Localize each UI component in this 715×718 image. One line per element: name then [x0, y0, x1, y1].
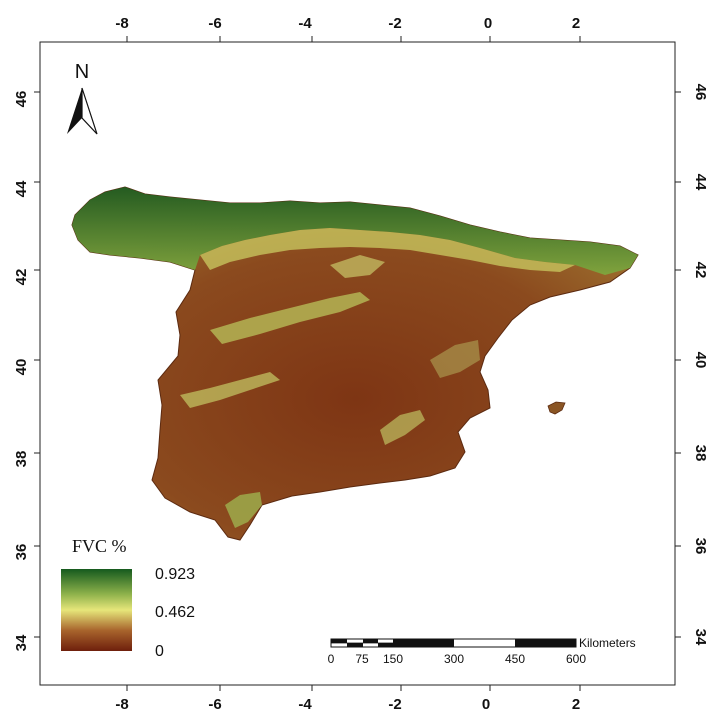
lat-tick-right: 44 [692, 174, 709, 191]
lat-tick-right: 46 [692, 84, 709, 101]
lat-tick-left: 36 [13, 544, 30, 561]
lon-tick-top: -8 [115, 15, 128, 32]
legend-max-label: 0.923 [155, 566, 195, 583]
lon-tick-bottom: -6 [208, 696, 221, 713]
scale-label: 150 [383, 652, 403, 666]
lon-tick-top: -4 [298, 15, 312, 32]
lat-tick-right: 34 [692, 629, 709, 646]
scale-label: 75 [355, 652, 369, 666]
legend-mid-label: 0.462 [155, 604, 195, 621]
lat-tick-right: 36 [692, 538, 709, 555]
legend-color-ramp [61, 569, 132, 651]
lat-tick-left: 34 [13, 634, 30, 651]
scale-label: 300 [444, 652, 464, 666]
lat-tick-left: 40 [13, 359, 30, 376]
lat-tick-right: 38 [692, 445, 709, 462]
lon-tick-bottom: -4 [298, 696, 312, 713]
top-longitude-axis: -8 -6 -4 -2 0 2 [115, 15, 581, 42]
left-latitude-axis: 46 44 42 40 38 36 34 [13, 91, 40, 651]
fvc-legend: FVC % 0.923 0.462 0 [61, 536, 195, 660]
map-frame [39, 41, 676, 686]
lat-tick-left: 46 [13, 91, 30, 108]
iberian-peninsula-fvc-raster [71, 186, 639, 541]
lon-tick-bottom: -8 [115, 696, 128, 713]
right-latitude-axis: 46 44 42 40 38 36 34 [675, 84, 709, 646]
lat-tick-right: 40 [692, 352, 709, 369]
lon-tick-bottom: 2 [572, 696, 580, 713]
lon-tick-top: -6 [208, 15, 221, 32]
scale-bar: 0 75 150 300 450 600 Kilometers [328, 636, 636, 666]
lon-tick-bottom: -2 [388, 696, 401, 713]
balearic-island [547, 401, 566, 415]
lat-tick-left: 44 [13, 180, 30, 197]
scale-label: 0 [328, 652, 335, 666]
scale-label: 600 [566, 652, 586, 666]
north-arrow-icon: N [67, 61, 98, 135]
lat-tick-left: 42 [13, 269, 30, 286]
lon-tick-top: -2 [388, 15, 401, 32]
north-label: N [75, 61, 89, 83]
scale-unit-label: Kilometers [579, 636, 636, 650]
lon-tick-top: 0 [484, 15, 492, 32]
legend-title: FVC % [72, 536, 127, 556]
lat-tick-right: 42 [692, 262, 709, 279]
lon-tick-top: 2 [572, 15, 580, 32]
lat-tick-left: 38 [13, 451, 30, 468]
bottom-longitude-axis: -8 -6 -4 -2 0 2 [115, 685, 581, 713]
legend-min-label: 0 [155, 643, 164, 660]
lon-tick-bottom: 0 [482, 696, 490, 713]
scale-label: 450 [505, 652, 525, 666]
